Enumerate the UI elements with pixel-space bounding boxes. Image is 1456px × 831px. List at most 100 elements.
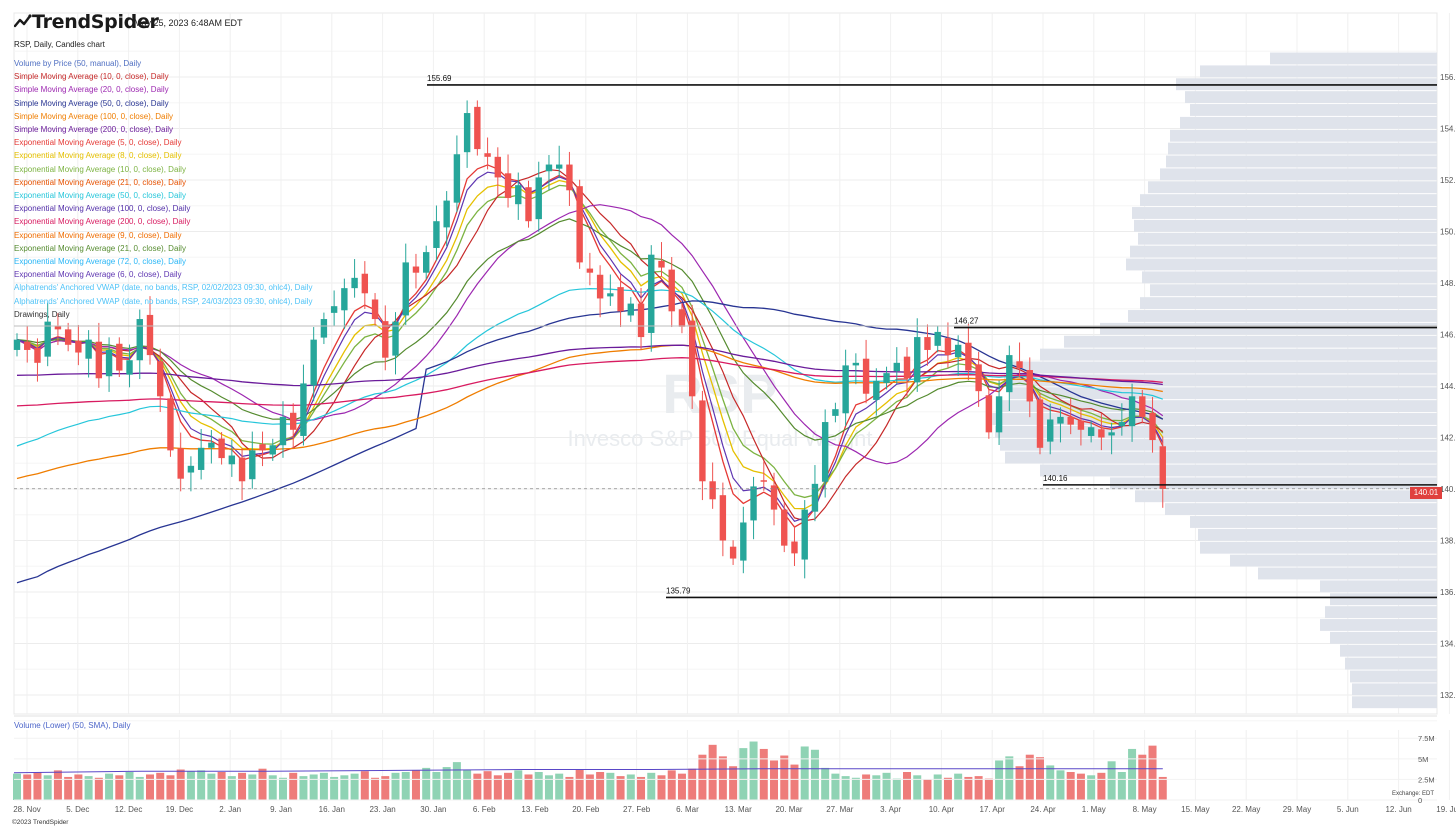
candle[interactable] <box>1067 398 1074 435</box>
volume-bar[interactable] <box>862 774 871 800</box>
volume-bar[interactable] <box>452 762 461 800</box>
volume-bar[interactable] <box>299 776 308 800</box>
volume-bar[interactable] <box>258 768 267 800</box>
candle[interactable] <box>658 242 665 278</box>
candle[interactable] <box>678 302 686 334</box>
volume-bar[interactable] <box>974 776 983 800</box>
volume-bar[interactable] <box>13 773 21 800</box>
candle[interactable] <box>770 472 778 526</box>
candle[interactable] <box>228 439 236 477</box>
candle[interactable] <box>648 245 655 352</box>
candle[interactable] <box>269 438 276 461</box>
volume-bar[interactable] <box>718 756 727 800</box>
indicator-legend-item[interactable]: Exponential Moving Average (5, 0, close)… <box>14 138 182 148</box>
volume-bar[interactable] <box>872 775 881 800</box>
candle[interactable] <box>330 290 338 326</box>
candle[interactable] <box>995 380 1003 445</box>
volume-bar[interactable] <box>544 775 553 800</box>
volume-bar[interactable] <box>217 772 226 800</box>
volume-bar[interactable] <box>248 774 257 800</box>
moving-average-line[interactable] <box>16 204 1164 465</box>
candle[interactable] <box>985 388 993 439</box>
indicator-legend-item[interactable]: Simple Moving Average (50, 0, close), Da… <box>14 98 169 108</box>
candle[interactable] <box>290 403 297 449</box>
candle[interactable] <box>535 161 542 232</box>
candle[interactable] <box>412 253 420 289</box>
candle[interactable] <box>842 349 849 426</box>
volume-bar[interactable] <box>790 764 799 800</box>
volume-bar[interactable] <box>381 776 390 800</box>
volume-bar[interactable] <box>882 772 891 800</box>
candle[interactable] <box>944 322 952 368</box>
volume-bar[interactable] <box>943 777 952 800</box>
volume-bar[interactable] <box>105 773 114 800</box>
indicator-legend-item[interactable]: Exponential Moving Average (10, 0, close… <box>14 164 186 174</box>
candle[interactable] <box>157 348 164 413</box>
volume-bar[interactable] <box>677 773 686 800</box>
candle[interactable] <box>873 368 880 416</box>
volume-bar[interactable] <box>892 778 901 800</box>
candle[interactable] <box>310 327 317 402</box>
candle[interactable] <box>924 324 931 366</box>
candle[interactable] <box>729 540 737 565</box>
candle[interactable] <box>852 353 860 385</box>
candle[interactable] <box>259 431 266 467</box>
candle[interactable] <box>177 432 184 492</box>
candle[interactable] <box>126 344 133 388</box>
volume-bar[interactable] <box>1005 756 1014 800</box>
candle[interactable] <box>1118 403 1126 436</box>
volume-bar[interactable] <box>125 772 134 800</box>
volume-bar[interactable] <box>278 777 287 800</box>
candle[interactable] <box>85 330 92 378</box>
candle[interactable] <box>832 402 839 423</box>
indicator-legend-item[interactable]: Simple Moving Average (10, 0, close), Da… <box>14 72 169 82</box>
candle[interactable] <box>24 326 31 363</box>
volume-bar[interactable] <box>657 775 666 800</box>
candle[interactable] <box>54 313 62 346</box>
moving-average-line[interactable] <box>16 179 1164 510</box>
volume-bar[interactable] <box>1128 748 1137 800</box>
volume-bar[interactable] <box>268 775 277 800</box>
volume-bar[interactable] <box>309 774 318 800</box>
candle[interactable] <box>300 364 307 446</box>
candle[interactable] <box>320 312 328 345</box>
candle[interactable] <box>1047 403 1054 455</box>
volume-bar[interactable] <box>524 774 533 800</box>
indicator-legend-item[interactable]: Exponential Moving Average (21, 0, close… <box>14 243 186 253</box>
candle[interactable] <box>781 503 788 553</box>
candle[interactable] <box>627 297 634 322</box>
candle[interactable] <box>750 476 757 540</box>
candle[interactable] <box>576 179 583 269</box>
candle[interactable] <box>95 322 103 388</box>
volume-bar[interactable] <box>851 777 860 800</box>
moving-average-line[interactable] <box>16 171 1164 523</box>
candle[interactable] <box>914 318 921 392</box>
indicator-legend-item[interactable]: Volume by Price (50, manual), Daily <box>14 59 142 68</box>
candle[interactable] <box>893 347 900 384</box>
candle[interactable] <box>617 274 624 328</box>
candle[interactable] <box>515 172 522 220</box>
candle[interactable] <box>34 338 41 382</box>
candle[interactable] <box>1149 397 1156 453</box>
candle[interactable] <box>1006 345 1013 411</box>
candle[interactable] <box>474 100 481 156</box>
candle[interactable] <box>1087 420 1095 443</box>
candle[interactable] <box>279 401 287 458</box>
moving-average-line[interactable] <box>16 169 1164 522</box>
volume-bar[interactable] <box>176 769 185 800</box>
candle[interactable] <box>218 432 225 465</box>
candle[interactable] <box>555 145 563 179</box>
volume-bar[interactable] <box>43 775 52 800</box>
volume-bar[interactable] <box>391 772 400 800</box>
volume-bar[interactable] <box>74 774 83 800</box>
candle[interactable] <box>105 337 113 392</box>
volume-bar[interactable] <box>698 754 707 800</box>
indicator-legend-item[interactable]: Alphatrends' Anchored VWAP (date, no ban… <box>14 283 313 293</box>
volume-bar[interactable] <box>197 770 206 800</box>
indicator-legend-item[interactable]: Simple Moving Average (20, 0, close), Da… <box>14 85 169 95</box>
moving-average-line[interactable] <box>16 344 1163 480</box>
candle[interactable] <box>719 482 727 557</box>
volume-bar[interactable] <box>360 771 369 800</box>
candle[interactable] <box>791 525 798 566</box>
volume-bar[interactable] <box>432 772 441 800</box>
